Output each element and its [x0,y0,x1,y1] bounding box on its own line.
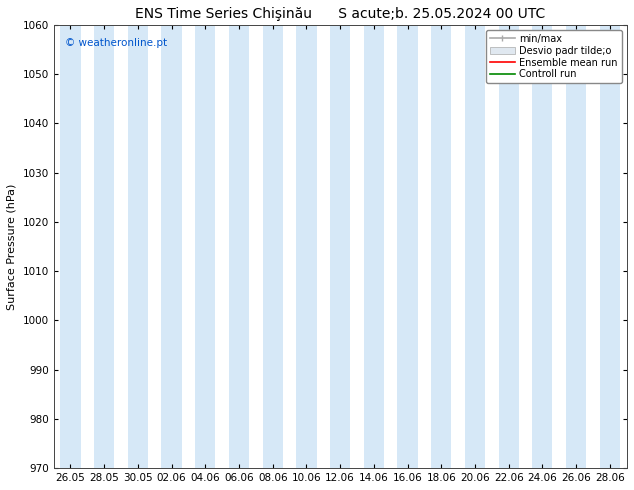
Bar [498,25,519,468]
Y-axis label: Surface Pressure (hPa): Surface Pressure (hPa) [7,183,17,310]
Bar [600,25,620,468]
Title: ENS Time Series Chişinău      S acute;b. 25.05.2024 00 UTC: ENS Time Series Chişinău S acute;b. 25.0… [135,7,545,21]
Bar [60,25,81,468]
Bar [330,25,350,468]
Text: © weatheronline.pt: © weatheronline.pt [65,38,167,48]
Bar [229,25,249,468]
Bar [128,25,148,468]
Legend: min/max, Desvio padr tilde;o, Ensemble mean run, Controll run: min/max, Desvio padr tilde;o, Ensemble m… [486,30,622,83]
Bar [398,25,418,468]
Bar [431,25,451,468]
Bar [162,25,182,468]
Bar [195,25,216,468]
Bar [533,25,552,468]
Bar [465,25,485,468]
Bar [296,25,316,468]
Bar [262,25,283,468]
Bar [364,25,384,468]
Bar [566,25,586,468]
Bar [94,25,114,468]
